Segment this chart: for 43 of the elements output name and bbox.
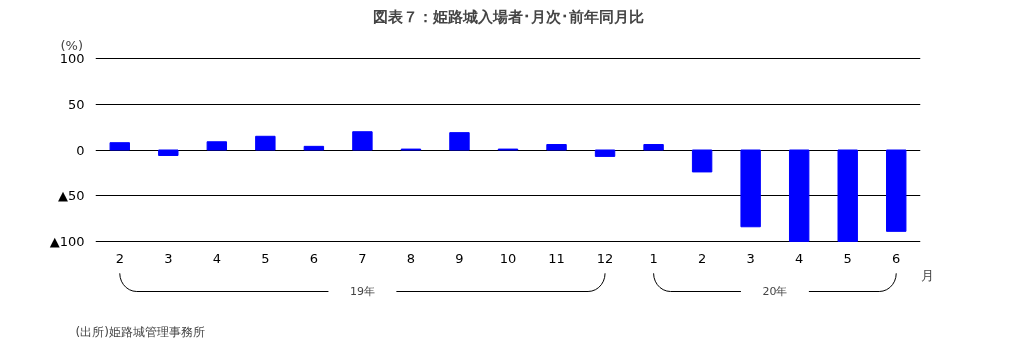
x-tick-label: 5	[843, 250, 852, 266]
x-tick-label: 4	[795, 250, 804, 266]
x-tick-label: 6	[309, 250, 319, 266]
y-tick-label: ▲100	[49, 233, 85, 249]
x-tick-label: 1	[649, 250, 658, 266]
y-tick-label: 100	[59, 51, 85, 67]
x-tick-label: 7	[358, 250, 367, 266]
bar	[303, 145, 325, 151]
bar	[352, 131, 373, 151]
x-tick-label: 3	[746, 250, 755, 266]
chart-title: 図表７：姫路城入場者･月次･前年同月比	[372, 7, 644, 26]
bar	[206, 141, 228, 151]
bar	[643, 144, 664, 151]
x-tick-label: 4	[212, 250, 221, 266]
x-tick-label: 2	[115, 250, 124, 266]
bar	[837, 149, 858, 242]
y-tick-label: ▲50	[57, 188, 85, 204]
x-tick-label: 3	[164, 250, 173, 266]
bar	[109, 142, 130, 151]
bar	[158, 149, 179, 156]
bar	[788, 149, 810, 242]
bar	[594, 149, 616, 157]
bar	[255, 135, 276, 151]
bar	[546, 144, 567, 151]
y-axis-title: (%)	[60, 37, 83, 53]
text: (出所)姫路城管理事務所	[75, 324, 205, 339]
x-tick-label: 10	[499, 250, 517, 266]
y-tick-label: 0	[76, 142, 85, 158]
x-tick-label: 2	[697, 250, 707, 266]
bar	[740, 149, 761, 228]
x-tick-label: 9	[455, 250, 464, 266]
text: 20年	[762, 285, 788, 298]
x-axis-title: 月	[920, 267, 934, 283]
bar	[449, 132, 470, 151]
text: 19年	[349, 285, 375, 298]
x-tick-label: 8	[406, 250, 416, 266]
bar	[691, 149, 713, 173]
y-tick-label: 50	[67, 96, 85, 112]
x-tick-label: 12	[596, 250, 614, 266]
x-tick-label: 11	[548, 250, 565, 266]
x-tick-label: 5	[261, 250, 270, 266]
bar	[886, 149, 907, 232]
x-tick-label: 6	[892, 250, 901, 266]
